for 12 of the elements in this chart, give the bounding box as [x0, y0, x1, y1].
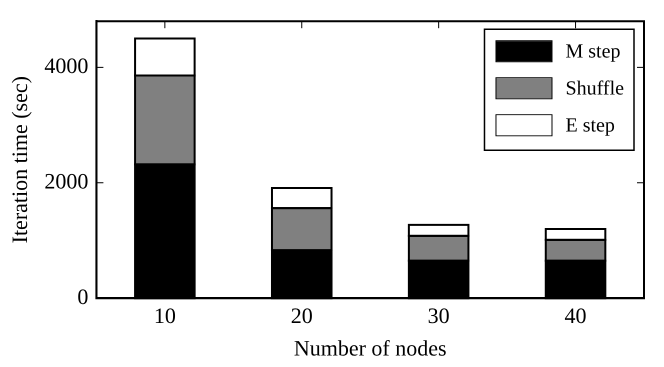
x-axis-title: Number of nodes — [294, 336, 447, 361]
y-tick-label: 2000 — [44, 168, 88, 194]
legend-label: Shuffle — [565, 77, 624, 100]
legend-label: M step — [565, 40, 620, 62]
x-tick-label: 10 — [154, 303, 176, 328]
y-tick-label: 4000 — [44, 53, 88, 78]
legend-label: E step — [565, 114, 615, 136]
y-axis-title: Iteration time (sec) — [6, 76, 32, 244]
x-tick-label: 20 — [290, 303, 313, 328]
x-tick-label: 40 — [564, 303, 587, 328]
y-tick-label: 0 — [77, 284, 88, 309]
x-tick-label: 30 — [428, 303, 450, 328]
